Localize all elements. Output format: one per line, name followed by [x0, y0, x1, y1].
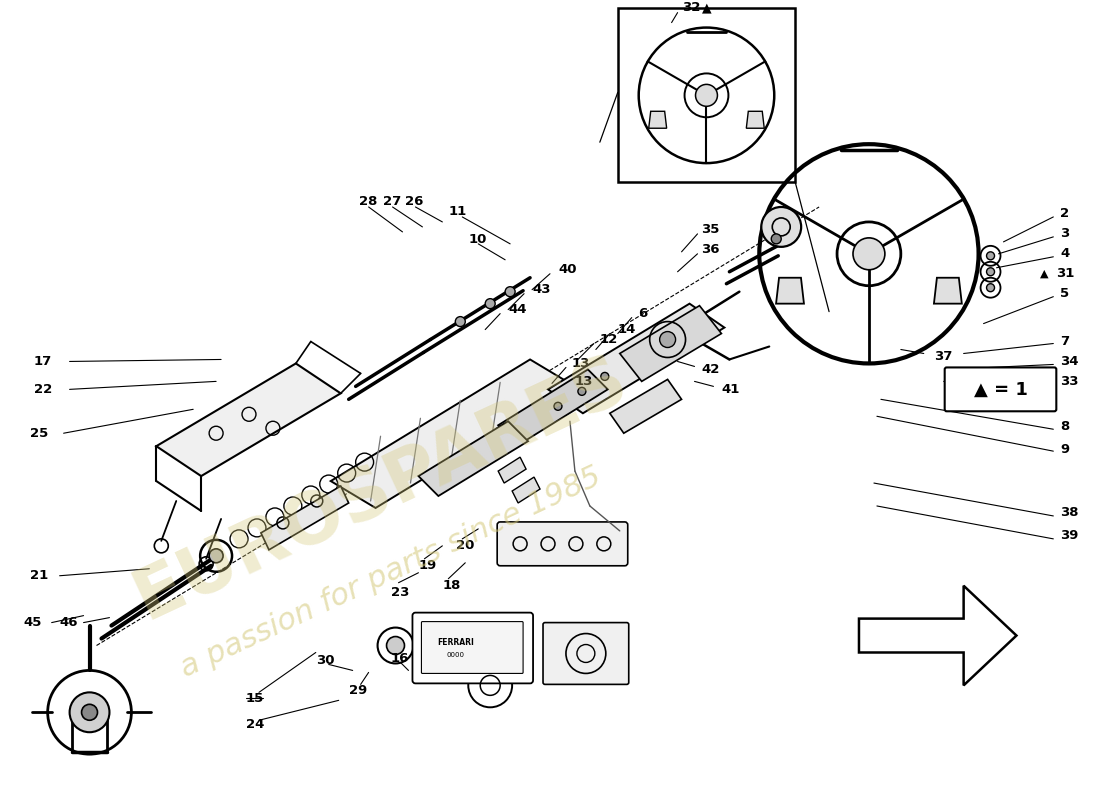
Text: 6: 6 [638, 307, 647, 320]
Text: 20: 20 [456, 539, 475, 552]
Polygon shape [498, 457, 526, 483]
Text: 30: 30 [316, 654, 334, 667]
Polygon shape [418, 422, 528, 496]
Text: 40: 40 [558, 263, 576, 276]
Circle shape [987, 284, 994, 292]
Text: 13: 13 [572, 357, 591, 370]
Text: 38: 38 [1060, 506, 1079, 519]
Text: 45: 45 [24, 616, 42, 629]
Text: 42: 42 [702, 363, 719, 376]
Text: ▲ = 1: ▲ = 1 [974, 380, 1027, 398]
Polygon shape [498, 370, 608, 445]
Circle shape [601, 373, 608, 380]
Text: 2: 2 [1060, 207, 1069, 221]
Text: 3: 3 [1060, 227, 1069, 240]
Circle shape [505, 286, 515, 297]
Circle shape [69, 692, 110, 732]
Text: 32: 32 [682, 1, 700, 14]
FancyBboxPatch shape [497, 522, 628, 566]
Text: 18: 18 [442, 579, 461, 592]
Text: 0000: 0000 [447, 653, 464, 658]
Polygon shape [548, 304, 725, 414]
Text: EUROSPARES: EUROSPARES [123, 344, 638, 634]
Text: 10: 10 [469, 234, 486, 246]
Polygon shape [649, 111, 667, 128]
Circle shape [695, 84, 717, 106]
Polygon shape [619, 306, 722, 382]
Text: 33: 33 [1060, 375, 1079, 388]
Text: 15: 15 [246, 692, 264, 705]
Text: 29: 29 [349, 684, 367, 697]
Polygon shape [776, 278, 804, 304]
Text: 5: 5 [1060, 287, 1069, 300]
Text: 16: 16 [390, 652, 409, 665]
Circle shape [987, 252, 994, 260]
FancyBboxPatch shape [618, 8, 795, 182]
Text: 24: 24 [246, 718, 264, 730]
Text: 34: 34 [1060, 355, 1079, 368]
Circle shape [987, 268, 994, 276]
Polygon shape [934, 278, 961, 304]
Text: 7: 7 [1060, 335, 1069, 348]
Text: 36: 36 [702, 243, 721, 256]
Text: 12: 12 [600, 333, 618, 346]
Circle shape [660, 331, 675, 347]
Polygon shape [859, 586, 1016, 686]
Text: ▲: ▲ [702, 1, 711, 14]
Polygon shape [156, 363, 341, 476]
Text: 26: 26 [406, 195, 424, 209]
Text: a passion for parts since 1985: a passion for parts since 1985 [176, 462, 606, 683]
Text: 21: 21 [30, 570, 48, 582]
Text: 22: 22 [34, 383, 52, 396]
Circle shape [771, 234, 781, 244]
FancyBboxPatch shape [945, 367, 1056, 411]
Circle shape [578, 387, 586, 395]
Polygon shape [331, 359, 575, 508]
Text: 23: 23 [390, 586, 409, 599]
Polygon shape [746, 111, 764, 128]
Text: 11: 11 [449, 206, 466, 218]
Text: 9: 9 [1060, 442, 1069, 456]
FancyBboxPatch shape [421, 622, 524, 674]
Polygon shape [513, 477, 540, 503]
Circle shape [81, 704, 98, 720]
Text: 37: 37 [934, 350, 953, 363]
Circle shape [761, 207, 801, 247]
Text: 25: 25 [30, 426, 48, 440]
Circle shape [455, 317, 465, 326]
FancyBboxPatch shape [543, 622, 629, 684]
Text: 13: 13 [575, 375, 593, 388]
Text: ▲: ▲ [1041, 269, 1048, 278]
Text: 19: 19 [418, 559, 437, 572]
Polygon shape [609, 379, 682, 434]
Circle shape [209, 549, 223, 562]
Text: 14: 14 [618, 323, 636, 336]
Text: 31: 31 [1056, 267, 1075, 280]
Text: 17: 17 [34, 355, 52, 368]
Text: FERRARI: FERRARI [437, 638, 474, 647]
Text: 4: 4 [1060, 247, 1069, 260]
Text: 39: 39 [1060, 530, 1079, 542]
Text: 43: 43 [532, 283, 551, 296]
Text: 27: 27 [383, 195, 400, 209]
Circle shape [386, 637, 405, 654]
Polygon shape [261, 486, 349, 550]
Text: 8: 8 [1060, 420, 1069, 433]
Text: 41: 41 [722, 383, 740, 396]
Circle shape [485, 298, 495, 309]
Text: 44: 44 [508, 303, 527, 316]
Circle shape [852, 238, 884, 270]
Text: 35: 35 [702, 223, 719, 236]
Text: 28: 28 [359, 195, 377, 209]
Circle shape [554, 402, 562, 410]
FancyBboxPatch shape [412, 613, 534, 683]
Text: 46: 46 [59, 616, 78, 629]
